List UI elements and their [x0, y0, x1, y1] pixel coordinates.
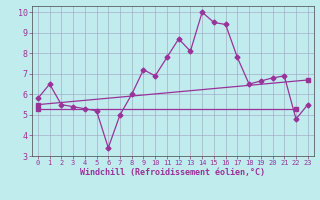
X-axis label: Windchill (Refroidissement éolien,°C): Windchill (Refroidissement éolien,°C) — [80, 168, 265, 177]
